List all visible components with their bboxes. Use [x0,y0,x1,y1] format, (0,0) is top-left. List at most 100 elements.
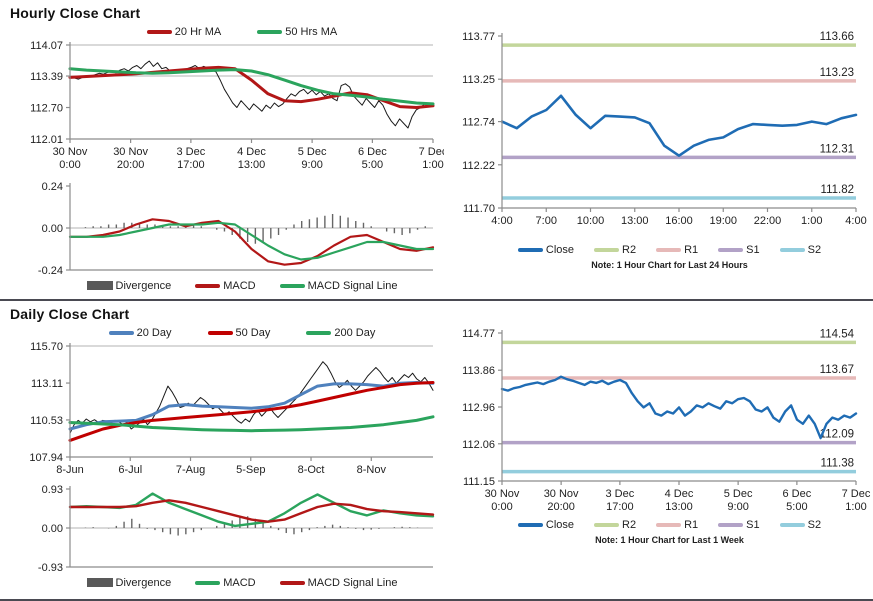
svg-text:111.70: 111.70 [463,203,495,215]
legend-label: MACD [223,576,256,589]
legend-item-s2: S2 [779,519,822,531]
legend-bar-swatch [86,281,113,290]
legend-line-swatch [779,248,805,252]
hourly-section: Hourly Close Chart 20 Hr MA 50 Hrs MA 114… [0,5,873,301]
svg-text:0.00: 0.00 [42,223,63,235]
svg-text:8-Jun: 8-Jun [56,464,84,476]
legend-label: Close [545,519,575,531]
daily-macd-legend: Divergence MACD MACD Signal Line [48,575,436,590]
legend-label: Close [545,244,575,256]
legend-label: R2 [622,519,637,531]
svg-text:13:00: 13:00 [621,215,649,227]
legend-label: MACD Signal Line [307,279,398,292]
legend-item-close: Close [517,519,575,531]
legend-line-swatch [195,283,221,288]
legend-label: R2 [622,244,637,256]
svg-text:-0.24: -0.24 [38,265,63,277]
legend-item-macd: MACD [195,576,256,589]
daily-section-title: Daily Close Chart [10,306,130,322]
legend-label: MACD Signal Line [307,576,398,589]
legend-line-swatch [779,523,805,527]
svg-text:7:00: 7:00 [536,215,557,227]
legend-line-swatch [257,29,283,34]
svg-text:111.15: 111.15 [463,476,495,488]
legend-label: Divergence [115,279,172,292]
legend-label: 20 Day [136,326,172,339]
svg-text:0.93: 0.93 [42,484,63,496]
svg-text:114.54: 114.54 [820,328,855,340]
svg-text:112.06: 112.06 [462,439,495,451]
svg-text:16:00: 16:00 [665,215,693,227]
legend-label: R1 [684,244,699,256]
legend-line-swatch [594,248,620,252]
legend-line-swatch [517,523,543,527]
svg-text:107.94: 107.94 [29,452,63,464]
legend-item-s1: S1 [718,519,760,531]
legend-line-swatch [517,248,543,252]
svg-text:112.31: 112.31 [820,143,854,155]
svg-text:8-Oct: 8-Oct [298,464,325,476]
legend-label: 20 Hr MA [174,25,222,38]
legend-label: 200 Day [334,326,376,339]
legend-item-close: Close [517,244,575,256]
legend-line-swatch [718,523,744,527]
daily-macd-chart: 0.93 0.00 -0.93 [38,484,435,574]
svg-text:115.70: 115.70 [30,341,63,353]
legend-item-macd-signal-line: MACD Signal Line [279,279,398,292]
legend-item-200-day: 200 Day [306,327,375,339]
legend-line-swatch [195,580,221,585]
hourly-section-title: Hourly Close Chart [10,5,141,21]
hourly-pivot-legend: Close R2 R1 S1 S2 [466,242,873,258]
svg-text:-0.93: -0.93 [38,562,63,574]
svg-text:7-Aug: 7-Aug [176,464,205,476]
legend-label: S2 [807,519,822,531]
svg-text:6-Jul: 6-Jul [118,464,142,476]
legend-line-swatch [207,330,233,335]
svg-text:110.53: 110.53 [30,415,63,427]
svg-text:8-Nov: 8-Nov [357,464,387,476]
legend-item-s2: S2 [779,244,822,256]
hourly-price-legend: 20 Hr MA 50 Hrs MA [48,24,436,39]
svg-text:114.77: 114.77 [462,328,495,340]
legend-label: MACD [223,279,256,292]
legend-label: S1 [746,519,760,531]
svg-text:5-Sep: 5-Sep [236,464,265,476]
legend-label: 50 Day [235,326,271,339]
svg-text:0.00: 0.00 [42,523,63,535]
legend-line-swatch [594,523,620,527]
hourly-pivot-chart: 113.66 113.23 112.31 111.82 113.77 113.25 112.… [462,31,867,227]
hourly-macd-chart: 0.24 0.00 -0.24 [38,181,435,277]
daily-left-panel: Daily Close Chart 20 Day 50 Day 200 Day 11… [0,301,436,599]
weekly-pivot-legend: Close R2 R1 S1 S2 [466,517,873,533]
svg-text:113.11: 113.11 [31,378,63,390]
svg-text:4:00: 4:00 [491,215,512,227]
legend-label: 50 Hrs MA [285,25,338,38]
legend-line-swatch [306,330,332,335]
daily-price-chart: 115.70 113.11 110.53 107.948-Jun 6-Jul 7-Aug 5… [29,341,435,476]
svg-text:0.24: 0.24 [42,181,63,193]
legend-label: S1 [746,244,760,256]
svg-text:113.67: 113.67 [820,364,854,376]
legend-item-s1: S1 [718,244,760,256]
legend-item-50-hrs-ma: 50 Hrs MA [257,26,337,38]
svg-text:112.96: 112.96 [462,402,495,414]
svg-text:113.23: 113.23 [820,67,854,79]
daily-price-legend: 20 Day 50 Day 200 Day [48,325,436,340]
legend-line-swatch [108,330,134,335]
daily-section: Daily Close Chart 20 Day 50 Day 200 Day 11… [0,301,873,601]
legend-bar-swatch [86,578,113,587]
legend-item-r2: R2 [594,244,636,256]
legend-label: S2 [807,244,822,256]
svg-text:1:00: 1:00 [801,215,822,227]
